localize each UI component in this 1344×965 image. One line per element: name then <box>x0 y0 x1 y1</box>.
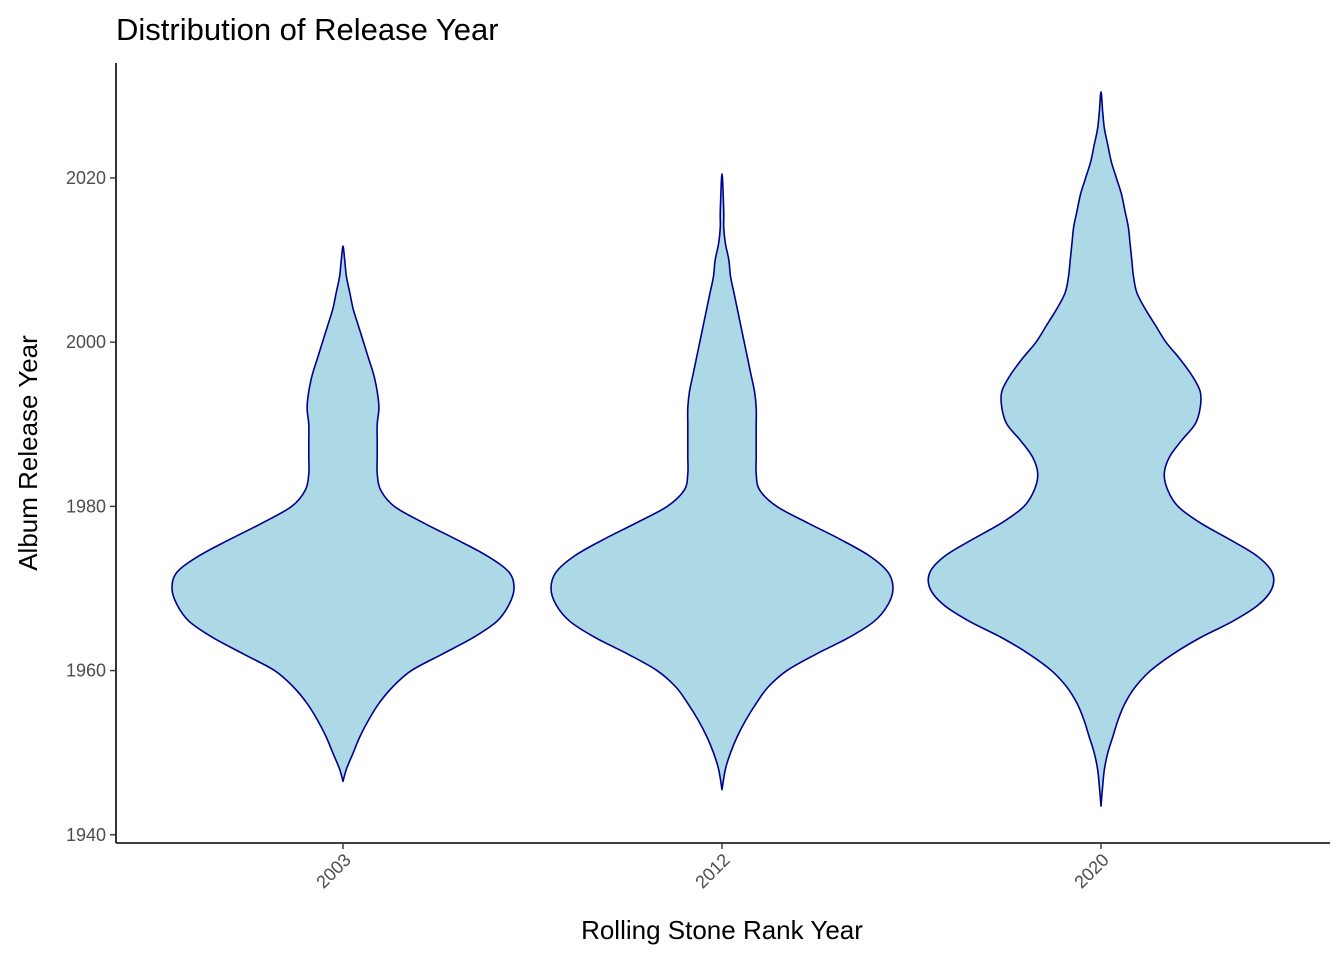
violin-group <box>171 90 1275 807</box>
y-tick-label: 2020 <box>66 168 106 188</box>
violin-2012 <box>550 173 894 791</box>
y-tick-label: 1980 <box>66 496 106 516</box>
y-axis-ticks: 1940 1960 1980 2000 2020 <box>66 168 116 845</box>
x-tick-label: 2020 <box>1070 850 1112 892</box>
y-tick-label: 1940 <box>66 825 106 845</box>
x-tick-label: 2003 <box>312 850 354 892</box>
x-axis-ticks: 2003 2012 2020 <box>312 843 1113 892</box>
x-tick-label: 2012 <box>691 850 733 892</box>
y-axis-title: Album Release Year <box>13 335 43 571</box>
violin-2020 <box>927 90 1275 807</box>
chart-title: Distribution of Release Year <box>116 12 499 47</box>
violin-2003 <box>171 245 515 783</box>
y-tick-label: 2000 <box>66 332 106 352</box>
x-axis-title: Rolling Stone Rank Year <box>581 915 863 945</box>
y-tick-label: 1960 <box>66 661 106 681</box>
